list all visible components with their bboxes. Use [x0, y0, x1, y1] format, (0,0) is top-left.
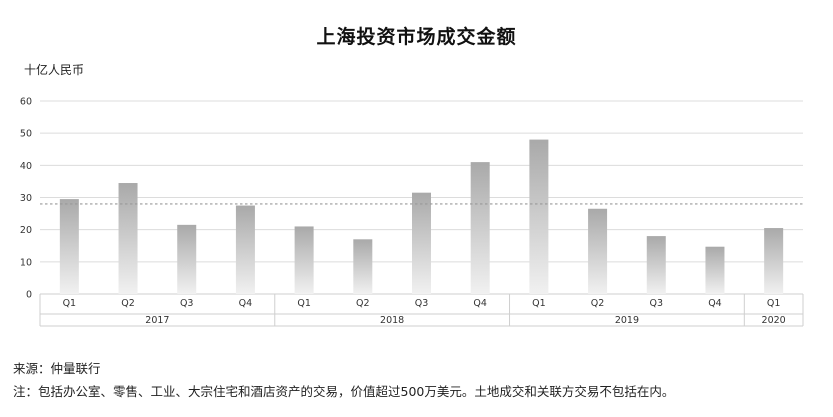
y-tick-label: 60	[20, 97, 32, 108]
y-tick-label: 0	[26, 290, 32, 301]
y-tick-label: 40	[20, 161, 32, 172]
x-tick-label: Q2	[591, 298, 605, 309]
y-tick-label: 30	[20, 193, 32, 204]
x-tick-label: Q3	[180, 298, 194, 309]
y-tick-label: 50	[20, 129, 32, 140]
x-tick-label: Q2	[121, 298, 135, 309]
bar	[412, 192, 431, 294]
x-tick-label: Q1	[767, 298, 781, 309]
year-label: 2018	[380, 315, 404, 326]
y-tick-label: 20	[20, 225, 32, 236]
x-tick-label: Q4	[473, 298, 487, 309]
x-tick-label: Q2	[356, 298, 370, 309]
bar	[705, 246, 725, 294]
x-tick-label: Q1	[297, 298, 311, 309]
chart-title: 上海投资市场成交金额	[316, 26, 517, 48]
x-tick-label: Q1	[532, 298, 546, 309]
year-label: 2020	[762, 315, 786, 326]
x-tick-label: Q3	[650, 298, 664, 309]
x-axis: Q1 Q2 Q3 Q4 Q1 Q2 Q3 Q4 Q1 Q2 Q3 Q4 Q1 2017 2018 2019 20…	[39, 294, 804, 327]
bar	[588, 208, 608, 294]
bar	[764, 228, 784, 294]
x-tick-label: Q3	[415, 298, 429, 309]
x-tick-label: Q4	[239, 298, 253, 309]
bar	[470, 162, 490, 294]
bar	[59, 199, 79, 294]
x-tick-label: Q1	[63, 298, 77, 309]
bar	[529, 139, 549, 294]
bar	[353, 239, 373, 294]
source-note: 来源：仲量联行	[13, 361, 101, 376]
year-label: 2017	[145, 315, 169, 326]
y-tick-label: 10	[20, 257, 32, 268]
bar	[646, 236, 666, 294]
bars	[59, 139, 784, 294]
footnote: 注：包括办公室、零售、工业、大宗住宅和酒店资产的交易，价值超过500万美元。土地…	[13, 384, 675, 399]
bar	[294, 226, 314, 294]
bar	[118, 183, 138, 294]
x-tick-label: Q4	[708, 298, 722, 309]
bar	[177, 224, 197, 294]
year-label: 2019	[615, 315, 639, 326]
bar	[235, 205, 255, 294]
y-axis-unit-label: 十亿人民币	[24, 63, 85, 77]
